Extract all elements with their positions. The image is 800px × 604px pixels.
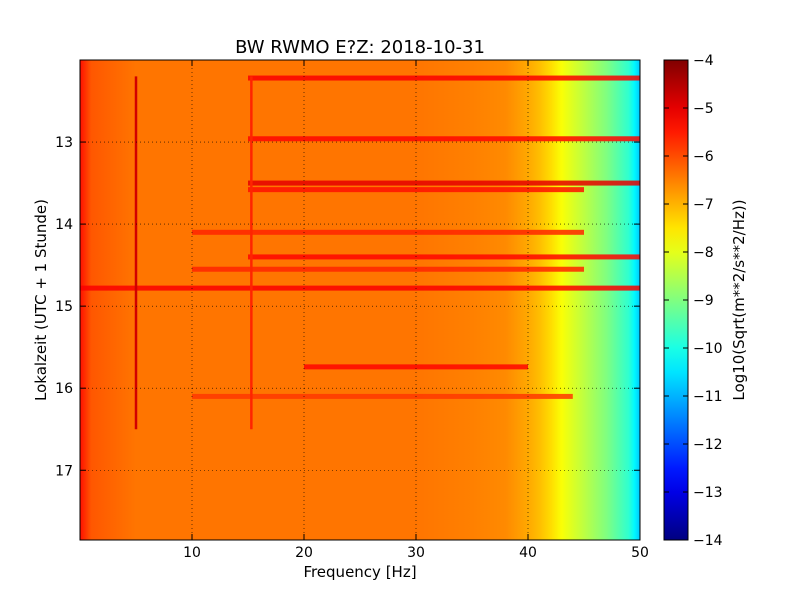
colorbar-tick-label: −11 <box>693 389 723 405</box>
y-tick-label: 14 <box>55 217 73 233</box>
colorbar-tick-label: −10 <box>693 341 723 357</box>
horizontal-band <box>80 285 640 291</box>
y-tick-label: 16 <box>55 381 73 397</box>
chart-title: BW RWMO E?Z: 2018-10-31 <box>235 37 485 58</box>
plot-frame <box>79 59 641 541</box>
colorbar-tick-label: −12 <box>693 437 723 453</box>
colorbar-tick-label: −9 <box>693 293 714 309</box>
x-tick-label: 20 <box>295 545 313 561</box>
horizontal-band <box>192 266 584 272</box>
x-tick-label: 40 <box>519 545 537 561</box>
horizontal-band <box>248 254 640 260</box>
x-tick-label: 30 <box>407 545 425 561</box>
plot-area <box>79 59 641 541</box>
colorbar-tick-label: −6 <box>693 149 714 165</box>
y-tick-label: 15 <box>55 299 73 315</box>
colorbar-tick-label: −14 <box>693 533 723 549</box>
spectrogram-background <box>80 60 640 540</box>
x-tick-label: 10 <box>183 545 201 561</box>
colorbar: −4 −5 −6 −7 −8 −9 −10 −11 −12 −13 −14 <box>663 53 723 549</box>
horizontal-band <box>248 180 640 186</box>
horizontal-band <box>248 187 584 193</box>
colorbar-tick-label: −5 <box>693 101 714 117</box>
y-tick-label: 17 <box>55 463 73 479</box>
x-axis-label: Frequency [Hz] <box>303 563 416 581</box>
colorbar-ticks: −4 −5 −6 −7 −8 −9 −10 −11 −12 −13 −14 <box>664 53 723 549</box>
colorbar-tick-label: −13 <box>693 485 723 501</box>
y-axis-label: Lokalzeit (UTC + 1 Stunde) <box>32 199 50 401</box>
horizontal-band <box>248 136 640 142</box>
horizontal-band <box>248 75 640 81</box>
horizontal-band <box>304 364 528 370</box>
y-axis: 13 14 15 16 17 <box>55 135 640 479</box>
y-tick-label: 13 <box>55 135 73 151</box>
x-axis: 10 20 30 40 50 <box>183 60 649 561</box>
colorbar-tick-label: −8 <box>693 245 714 261</box>
spectral-features <box>80 75 640 430</box>
grid-lines <box>80 60 640 540</box>
x-tick-label: 50 <box>631 545 649 561</box>
horizontal-band <box>192 393 573 399</box>
colorbar-tick-label: −4 <box>693 53 714 69</box>
horizontal-band <box>192 229 584 235</box>
colorbar-tick-label: −7 <box>693 197 714 213</box>
colorbar-label: Log10(Sqrt(m**2/s**2/Hz)) <box>730 199 748 400</box>
